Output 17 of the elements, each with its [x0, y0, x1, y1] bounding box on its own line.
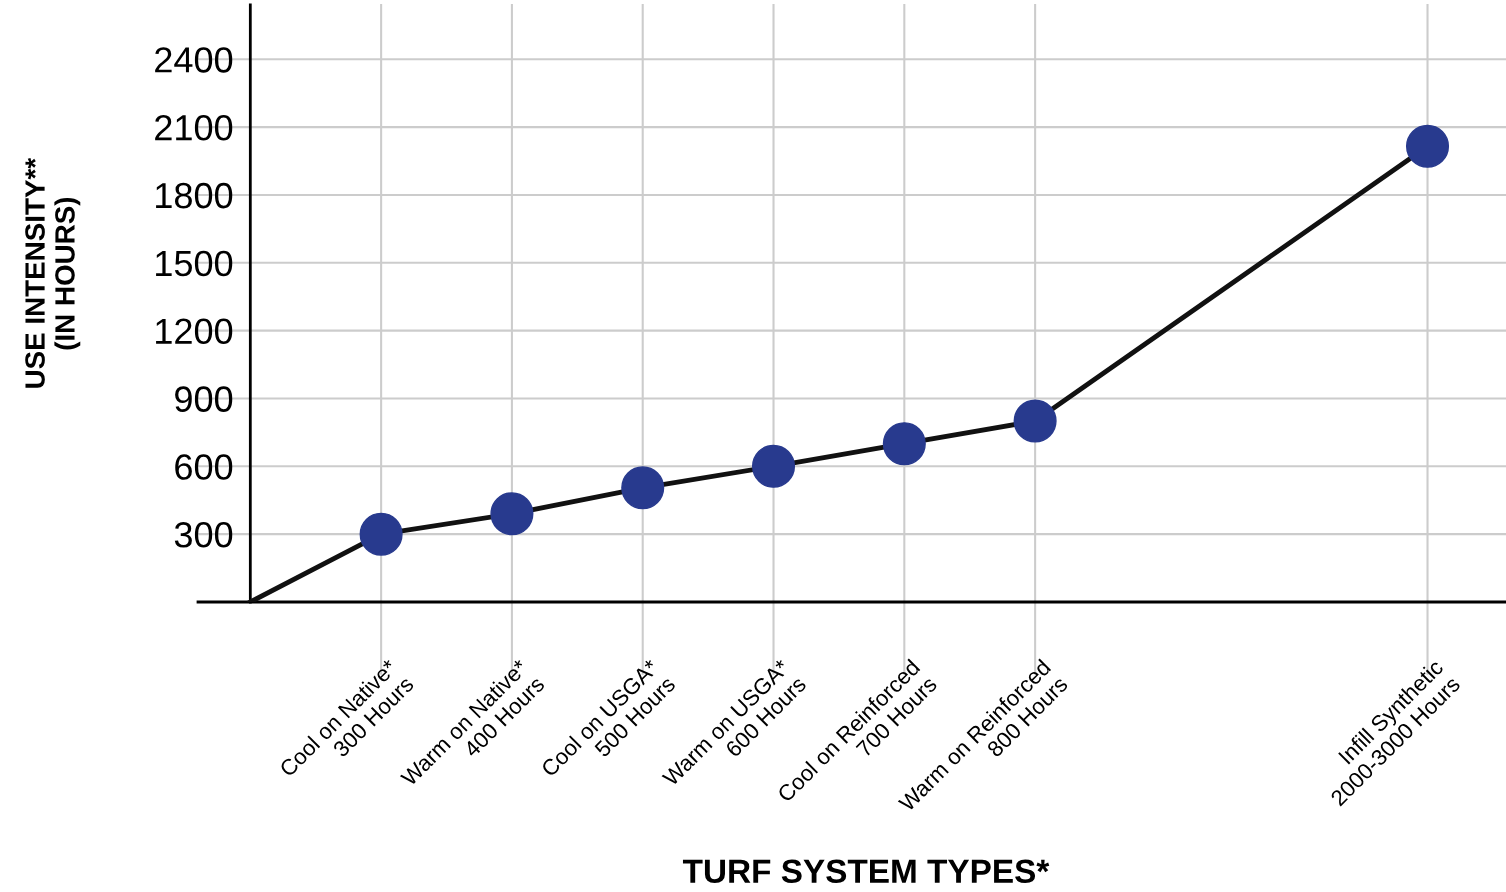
point [621, 466, 665, 510]
y-tick-label: 2400 [155, 47, 233, 73]
y-tick-label: 1800 [156, 182, 233, 209]
y-tick-label: 1200 [156, 318, 233, 345]
y-tick-label: 900 [175, 386, 233, 412]
point [1013, 399, 1057, 443]
y-axis-title: USE INTENSITY** (IN HOURS) [25, 157, 81, 388]
point [751, 444, 796, 488]
x-axis-title: TURF SYSTEM TYPES* [682, 859, 1050, 884]
y-tick-label: 1500 [156, 250, 233, 277]
y-tick-label: 2100 [155, 114, 233, 141]
point [490, 492, 534, 536]
y-tick-label: 600 [175, 454, 233, 480]
y-tick-label: 300 [174, 522, 233, 548]
point [1405, 124, 1450, 168]
point [882, 422, 926, 466]
point [359, 512, 403, 556]
